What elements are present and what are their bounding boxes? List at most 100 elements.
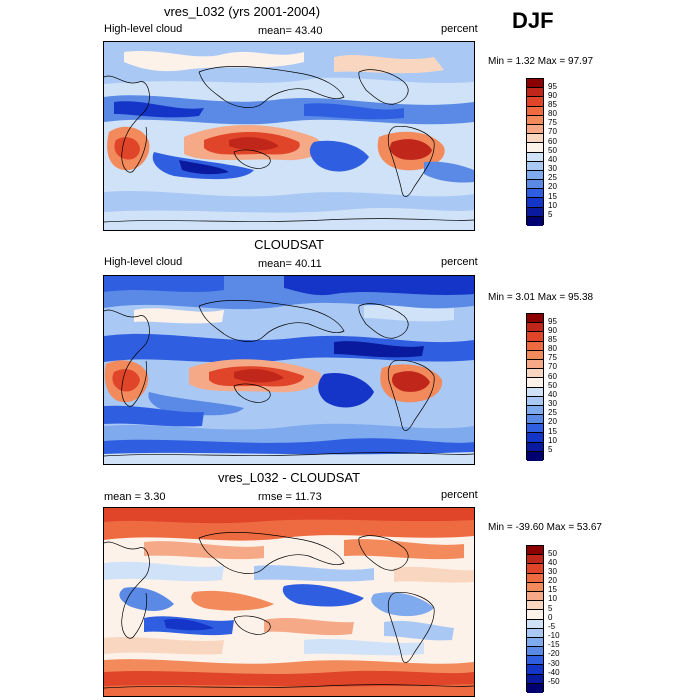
- colorbar-tick-label: 25: [548, 408, 557, 417]
- colorbar-swatch: [527, 415, 543, 425]
- colorbar-swatch: [527, 88, 543, 98]
- colorbar-swatch: [527, 350, 543, 360]
- panel-1-colorbar: [526, 78, 544, 226]
- colorbar-swatch: [527, 189, 543, 199]
- panel-1-left-label: High-level cloud: [104, 23, 183, 35]
- coastlines: [104, 300, 474, 457]
- colorbar-tick-label: 30: [548, 567, 557, 576]
- colorbar-tick-label: 20: [548, 576, 557, 585]
- cloud-region: [144, 541, 264, 560]
- colorbar-tick-label: 90: [548, 326, 557, 335]
- panel-2-left-label: High-level cloud: [104, 256, 183, 268]
- cloud-region: [112, 369, 140, 392]
- colorbar-swatch: [527, 369, 543, 379]
- colorbar-tick-label: 15: [548, 192, 557, 201]
- colorbar-tick-label: 50: [548, 146, 557, 155]
- colorbar-tick-label: 10: [548, 594, 557, 603]
- cloud-region: [124, 50, 304, 72]
- colorbar-swatch: [527, 152, 543, 162]
- cloud-region: [371, 592, 434, 617]
- colorbar-tick-label: 95: [548, 317, 557, 326]
- panel-2-map: [103, 275, 475, 465]
- panel-2-minmax: Min = 3.01 Max = 95.38: [488, 292, 594, 303]
- cloud-region: [334, 54, 444, 74]
- colorbar-tick-label: 10: [548, 436, 557, 445]
- colorbar-tick-label: 85: [548, 100, 557, 109]
- colorbar-swatch: [527, 424, 543, 434]
- colorbar-swatch: [527, 396, 543, 406]
- colorbar-swatch: [527, 207, 543, 217]
- colorbar-swatch: [527, 387, 543, 397]
- cloud-region: [304, 103, 404, 120]
- panel-3-mean-label: mean = 3.30: [104, 491, 166, 503]
- colorbar-swatch: [527, 161, 543, 171]
- colorbar-swatch: [527, 134, 543, 144]
- cloud-region: [179, 160, 229, 175]
- colorbar-swatch: [527, 341, 543, 351]
- cloud-region: [334, 341, 424, 358]
- season-label: DJF: [512, 8, 554, 33]
- colorbar-tick-label: 5: [548, 445, 553, 454]
- panel-2-colorbar: [526, 313, 544, 461]
- colorbar-swatch: [527, 170, 543, 181]
- colorbar-tick-label: -10: [548, 631, 560, 640]
- panel-2-mean-label: mean= 40.11: [258, 258, 322, 270]
- panel-3-map: [103, 507, 475, 697]
- cloud-region: [104, 405, 204, 427]
- colorbar-swatch: [527, 180, 543, 190]
- colorbar-tick-label: 85: [548, 335, 557, 344]
- colorbar-tick-label: 60: [548, 372, 557, 381]
- colorbar-swatch: [527, 216, 543, 226]
- cloud-region: [364, 305, 454, 322]
- cloud-region: [104, 637, 224, 655]
- colorbar-swatch: [527, 647, 543, 657]
- colorbar-swatch: [527, 555, 543, 565]
- colorbar-swatch: [527, 198, 543, 208]
- cloud-region: [394, 566, 474, 583]
- panel-3-title: vres_L032 - CLOUDSAT: [217, 470, 361, 485]
- panel-3-map-svg: [104, 508, 474, 696]
- panel-3-units-label: percent: [441, 489, 478, 501]
- panel-1-map: [103, 41, 475, 231]
- cloud-region: [392, 371, 430, 392]
- cloud-region: [344, 539, 464, 560]
- colorbar-tick-label: 75: [548, 353, 557, 362]
- colorbar-tick-label: 70: [548, 127, 557, 136]
- colorbar-swatch: [527, 619, 543, 629]
- panel-1-units-label: percent: [441, 23, 478, 35]
- colorbar-tick-label: 75: [548, 118, 557, 127]
- panel-1-map-svg: [104, 42, 474, 230]
- coastlines: [104, 532, 474, 689]
- colorbar-swatch: [527, 683, 543, 693]
- colorbar-tick-label: 60: [548, 137, 557, 146]
- colorbar-swatch: [527, 451, 543, 461]
- colorbar-tick-label: -5: [548, 622, 556, 631]
- colorbar-swatch: [527, 314, 543, 324]
- colorbar-swatch: [527, 378, 543, 388]
- cloud-region: [234, 369, 284, 383]
- colorbar-tick-label: 15: [548, 427, 557, 436]
- colorbar-swatch: [527, 124, 543, 135]
- colorbar-swatch: [527, 656, 543, 666]
- cloud-region: [229, 137, 279, 151]
- colorbar-tick-label: 95: [548, 82, 557, 91]
- colorbar-swatch: [527, 433, 543, 443]
- cloud-region: [104, 508, 474, 524]
- colorbar-tick-label: 0: [548, 613, 553, 622]
- cloud-region: [104, 561, 224, 582]
- cloud-region: [390, 139, 432, 160]
- colorbar-swatch: [527, 601, 543, 611]
- panel-2-title: CLOUDSAT: [254, 237, 324, 252]
- colorbar-tick-label: 10: [548, 201, 557, 210]
- colorbar-swatch: [527, 359, 543, 370]
- colorbar-tick-label: 80: [548, 344, 557, 353]
- colorbar-tick-label: 50: [548, 549, 557, 558]
- cloud-region: [284, 276, 474, 296]
- colorbar-swatch: [527, 573, 543, 583]
- colorbar-swatch: [527, 405, 543, 416]
- panel-1-mean-label: mean= 43.40: [258, 25, 323, 37]
- cloud-region: [114, 137, 140, 160]
- colorbar-tick-label: 15: [548, 585, 557, 594]
- cloud-region: [148, 392, 244, 416]
- colorbar-swatch: [527, 674, 543, 684]
